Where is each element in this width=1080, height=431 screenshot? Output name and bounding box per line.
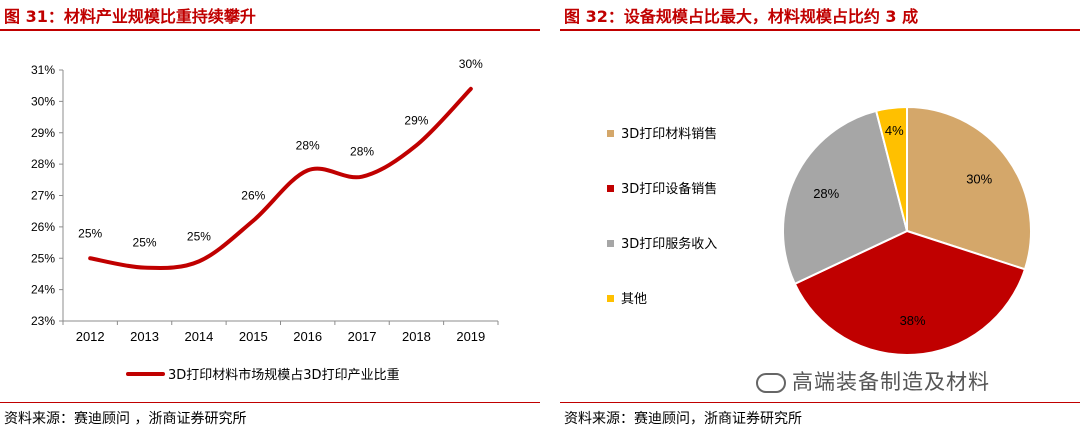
y-tick-label: 27% xyxy=(31,189,55,203)
y-tick-label: 29% xyxy=(31,126,55,140)
watermark: 高端装备制造及材料 xyxy=(756,366,990,396)
y-tick-label: 26% xyxy=(31,220,55,234)
series-line xyxy=(88,86,473,271)
data-label: 28% xyxy=(296,138,320,152)
chart-title-right: 图 32：设备规模占比最大，材料规模占比约 3 成 xyxy=(564,7,919,26)
watermark-text: 高端装备制造及材料 xyxy=(792,370,990,394)
source-rule xyxy=(560,402,1080,403)
legend-label: 3D打印设备销售 xyxy=(621,181,717,197)
pie-slice xyxy=(906,105,1032,271)
left-panel: 图 31：材料产业规模比重持续攀升 23% 24% 25% 26% 27% 28% 29% 3… xyxy=(0,7,540,427)
title-rule xyxy=(560,29,1080,31)
data-label: 30% xyxy=(459,57,483,71)
pie-slice xyxy=(793,229,1027,356)
chart-title-left: 图 31：材料产业规模比重持续攀升 xyxy=(4,7,256,26)
pie-slice xyxy=(874,105,908,232)
x-tick-label: 2015 xyxy=(239,329,268,344)
data-label: 28% xyxy=(350,145,374,159)
line-chart: 23% 24% 25% 26% 27% 28% 29% 30% 31% 2012 2013 2014 2… xyxy=(31,57,499,383)
legend-label: 其他 xyxy=(621,292,647,307)
y-tick-label: 31% xyxy=(31,63,55,77)
wechat-icon xyxy=(756,373,786,393)
x-tick-label: 2016 xyxy=(293,329,322,344)
x-tick-label: 2019 xyxy=(456,329,485,344)
x-tick-label: 2018 xyxy=(402,329,431,344)
title-rule xyxy=(0,29,540,31)
slice-label: 28% xyxy=(813,186,839,201)
right-panel: 图 32：设备规模占比最大，材料规模占比约 3 成 30% 38% 28% 4% 3D打… xyxy=(560,0,1080,431)
x-tick-label: 2012 xyxy=(76,329,105,344)
legend-swatch xyxy=(607,240,614,247)
legend-label: 3D打印材料销售 xyxy=(621,126,717,142)
x-tick-label: 2017 xyxy=(348,329,377,344)
source-rule xyxy=(0,402,540,403)
x-tick-label: 2014 xyxy=(184,329,213,344)
slice-label: 38% xyxy=(900,313,926,328)
legend-label: 3D打印材料市场规模占3D打印产业比重 xyxy=(168,367,400,383)
legend-swatch xyxy=(607,130,614,137)
pie-slice xyxy=(782,109,909,286)
data-label: 29% xyxy=(404,113,428,127)
x-tick-label: 2013 xyxy=(130,329,159,344)
data-label: 25% xyxy=(78,226,102,240)
data-label: 25% xyxy=(187,229,211,243)
y-tick-label: 24% xyxy=(31,283,55,297)
legend-label: 3D打印服务收入 xyxy=(621,236,717,252)
y-tick-label: 30% xyxy=(31,94,55,108)
y-tick-label: 23% xyxy=(31,314,55,328)
y-tick-label: 28% xyxy=(31,157,55,171)
source-note-right: 资料来源：赛迪顾问，浙商证券研究所 xyxy=(564,411,802,427)
slice-label: 4% xyxy=(885,123,904,138)
legend-swatch xyxy=(607,185,614,192)
y-tick-label: 25% xyxy=(31,251,55,265)
legend-swatch xyxy=(607,295,614,302)
data-label: 25% xyxy=(133,236,157,250)
source-note-left: 资料来源：赛迪顾问 ，浙商证券研究所 xyxy=(4,411,247,427)
data-label: 26% xyxy=(241,189,265,203)
slice-label: 30% xyxy=(966,172,992,187)
